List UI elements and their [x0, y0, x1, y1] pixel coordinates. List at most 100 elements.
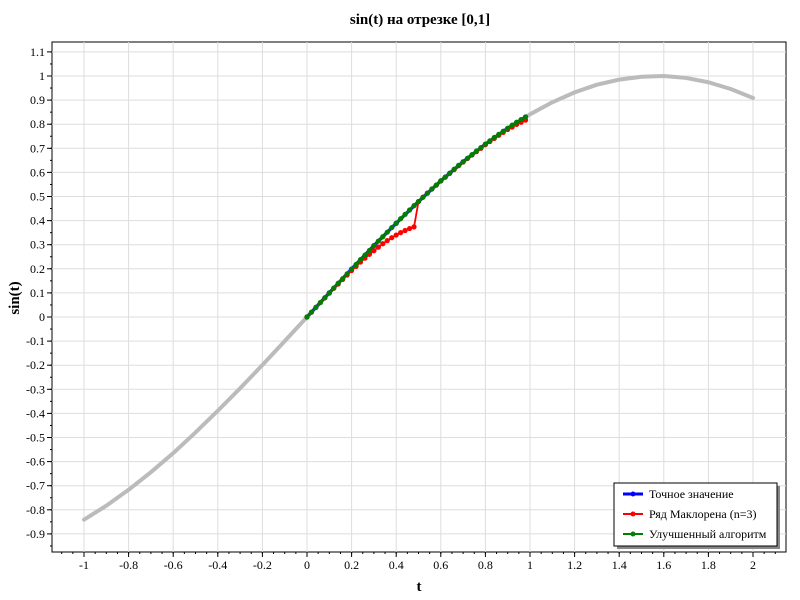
series-point: [317, 299, 323, 306]
axis-ticks: -1 -0.8 -0.6 -0.4 -0.2 0 0.2 0.4 0.6 0.8 1 1.2 1.4 1.…: [26, 45, 776, 572]
series-point: [366, 247, 373, 254]
y-tick-label: 0: [39, 310, 45, 324]
x-tick-label: -0.2: [253, 558, 272, 572]
series-point: [491, 134, 497, 141]
x-tick-label: -1: [79, 558, 89, 572]
y-tick-label: -0.9: [26, 527, 45, 541]
series-point: [375, 244, 381, 250]
series-point: [518, 117, 524, 123]
series-point: [415, 198, 422, 205]
plot-area: -1 -0.8 -0.6 -0.4 -0.2 0 0.2 0.4 0.6 0.8 1 1.2 1.4 1.…: [26, 41, 787, 572]
x-tick-label: 1.6: [656, 558, 671, 572]
plot-frame: [51, 41, 787, 553]
y-tick-label: 0.5: [30, 190, 45, 204]
series-point: [331, 285, 337, 291]
y-axis-label: sin(t): [7, 281, 23, 314]
series-point: [371, 248, 377, 254]
series-point: [411, 203, 417, 209]
series-point: [514, 119, 520, 125]
series-point: [469, 151, 475, 158]
legend-marker-improved: [630, 531, 636, 537]
y-tick-label: 0.4: [30, 214, 45, 228]
series-point: [482, 141, 488, 147]
y-tick-label: 0.9: [30, 93, 45, 107]
series-point: [304, 314, 310, 320]
legend-marker-maclaurin: [630, 511, 636, 517]
series-point: [398, 216, 404, 222]
series-point: [509, 122, 515, 128]
series-point: [442, 174, 448, 180]
legend-item-improved: Улучшенный алгоритм: [623, 527, 767, 541]
series-point: [340, 276, 346, 282]
x-tick-label: 0.8: [478, 558, 493, 572]
series-point: [326, 290, 332, 296]
series-point: [460, 159, 466, 165]
series-point: [393, 220, 399, 226]
y-tick-label: -0.7: [26, 479, 45, 493]
series-point: [505, 125, 511, 131]
series-point: [456, 162, 462, 169]
series-point: [402, 227, 408, 234]
series-point: [344, 271, 350, 277]
x-tick-label: 0: [304, 558, 310, 572]
x-axis-label: t: [417, 579, 422, 595]
series-point: [389, 235, 395, 241]
series-point: [406, 207, 413, 213]
chart-title: sin(t) на отрезке [0,1]: [350, 12, 490, 28]
series-2: [304, 114, 529, 320]
series-point: [384, 238, 390, 244]
series-point: [380, 234, 386, 240]
y-tick-label: -0.8: [26, 503, 45, 517]
y-tick-label: -0.6: [26, 455, 45, 469]
x-tick-label: -0.8: [119, 558, 138, 572]
legend-label-exact: Точное значение: [649, 487, 734, 501]
x-tick-label: 2: [750, 558, 756, 572]
y-tick-label: 0.8: [30, 117, 45, 131]
x-tick-label: -0.6: [164, 558, 183, 572]
y-tick-label: 0.6: [30, 165, 45, 179]
y-tick-label: -0.4: [26, 406, 45, 420]
x-tick-label: 0.4: [389, 558, 404, 572]
y-tick-label: 0.7: [30, 141, 45, 155]
legend: Точное значение Ряд Маклорена (n=3) Улуч…: [613, 482, 780, 549]
series-point: [487, 138, 493, 144]
series-point: [420, 194, 426, 200]
legend-item-maclaurin: Ряд Маклорена (n=3): [623, 507, 757, 521]
y-tick-label: 1.1: [30, 45, 45, 59]
series-point: [371, 243, 377, 249]
series-point: [313, 304, 319, 310]
series-point: [389, 224, 395, 231]
series-point: [433, 182, 439, 188]
x-tick-label: 1: [527, 558, 533, 572]
series-point: [349, 266, 355, 272]
series-point: [362, 252, 368, 258]
series-point: [384, 229, 390, 235]
grid: [52, 42, 786, 552]
series-point: [451, 166, 457, 172]
series-point: [447, 170, 453, 176]
series-point: [522, 114, 529, 120]
series-point: [380, 241, 386, 247]
y-tick-label: -0.2: [26, 358, 45, 372]
x-tick-label: 1.4: [612, 558, 627, 572]
series-point: [308, 309, 315, 315]
series-point: [335, 280, 341, 286]
series-point: [438, 178, 444, 184]
legend-label-maclaurin: Ряд Маклорена (n=3): [649, 507, 757, 521]
legend-label-improved: Улучшенный алгоритм: [649, 527, 767, 541]
series-point: [429, 186, 435, 192]
y-tick-label: 0.1: [30, 286, 45, 300]
x-tick-label: 1.2: [567, 558, 582, 572]
series-point: [393, 232, 399, 238]
series-point: [500, 128, 506, 134]
series-point: [375, 238, 381, 244]
legend-marker-exact: [630, 491, 636, 497]
x-tick-label: 1.8: [701, 558, 716, 572]
y-tick-label: 0.2: [30, 262, 45, 276]
y-tick-label: -0.1: [26, 334, 45, 348]
series-point: [353, 261, 359, 268]
y-tick-label: -0.3: [26, 382, 45, 396]
series-point: [322, 295, 328, 301]
legend-item-exact: Точное значение: [623, 487, 734, 501]
